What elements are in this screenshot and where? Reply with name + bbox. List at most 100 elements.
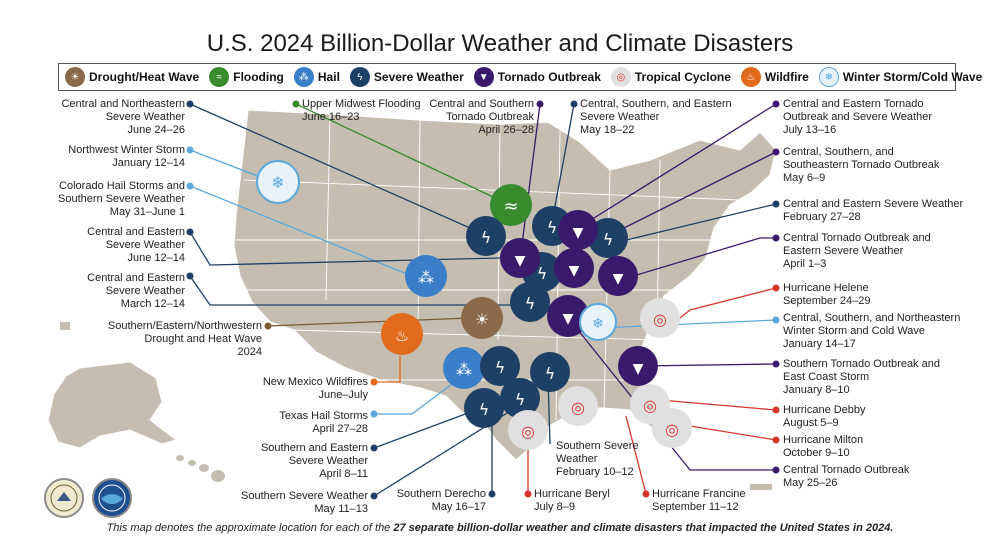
legend-label: Hail [317,70,340,84]
event-label: Southern Severe Weather February 10–12 [556,440,656,479]
event-label: Southern Severe Weather May 11–13 [230,490,368,516]
event-name: Central, Southern, and Southeastern Torn… [783,146,940,171]
legend-label: Flooding [233,70,284,84]
event-name: Hurricane Beryl [534,488,610,500]
tornado-icon: ▼ [618,346,658,386]
legend-item-winter: ❄ Winter Storm/Cold Wave [818,67,982,87]
legend-item-severe: ϟ Severe Weather [349,67,464,87]
event-dates: August 5–9 [783,417,839,429]
event-label: Texas Hail Storms April 27–28 [250,410,368,436]
event-dates: June 12–14 [127,252,186,264]
tornado-icon: ▼ [598,256,638,296]
event-dates: April 8–11 [319,468,368,480]
svg-text:❄: ❄ [592,316,604,332]
event-label: Central and Northeastern Severe Weather … [40,98,185,137]
event-label: Southern and Eastern Severe Weather Apri… [240,442,368,481]
legend: ☀ Drought/Heat Wave ≈ Flooding ⁂ Hail ϟ … [58,63,982,91]
event-label: Colorado Hail Storms and Southern Severe… [20,180,185,219]
svg-text:❄: ❄ [271,173,284,192]
event-name: Central and Eastern Tornado Outbreak and… [783,98,932,123]
tornado-icon: ▼ [547,295,589,337]
event-dates: April 1–3 [783,258,827,270]
event-label: Central and Eastern Tornado Outbreak and… [783,98,963,137]
event-dates: June–July [318,389,368,401]
svg-text:◎: ◎ [521,422,535,441]
event-dates: June 16–23 [302,111,360,123]
hail-icon: ⁂ [405,255,447,297]
svg-text:ϟ: ϟ [603,230,614,249]
event-name: Southern Derecho [396,488,486,500]
event-name: Hurricane Milton [783,434,864,446]
svg-text:◎: ◎ [571,398,585,417]
footer-text: This map denotes the approximate locatio… [106,522,394,534]
cyclone-icon: ◎ [558,386,598,426]
event-label: Hurricane Francine September 11–12 [652,488,756,514]
winter-icon: ❄ [579,303,617,341]
footer-bold-text: 27 separate billion-dollar weather and c… [393,522,894,534]
hail-icon: ⁂ [443,347,485,389]
event-dates: July 13–16 [783,124,837,136]
svg-text:⁂: ⁂ [418,268,434,287]
severe-weather-icon: ϟ [466,216,506,256]
event-icons: ❄ ≈ ⁂ ☀ ♨ ⁂ ϟ ϟ ϟ ϟ ϟ ϟ ϟ ϟ ϟ ▼ ▼ ▼ ▼ ▼ … [256,160,692,450]
event-name: Central and Northeastern Severe Weather [61,98,185,123]
legend-item-drought: ☀ Drought/Heat Wave [65,67,199,87]
svg-text:▼: ▼ [569,263,580,279]
event-label: Hurricane Beryl July 8–9 [534,488,624,514]
legend-item-flooding: ≈ Flooding [209,67,284,87]
event-dates: May 18–22 [580,124,635,136]
event-label: Southern Tornado Outbreak and East Coast… [783,358,963,397]
cyclone-icon: ◎ [652,408,692,448]
legend-label: Severe Weather [373,70,464,84]
hawaii-shape [176,455,225,482]
island-shape [60,322,70,330]
event-dates: April 26–28 [478,124,534,136]
legend-item-hail: ⁂ Hail [293,67,340,87]
event-label: Southern Derecho May 16–17 [388,488,486,514]
event-dates: October 9–10 [783,447,850,459]
svg-text:☀: ☀ [475,310,489,329]
event-dates: September 11–12 [652,501,739,513]
event-dates: February 27–28 [783,211,861,223]
event-label: Hurricane Milton October 9–10 [783,434,963,460]
alaska-shape [47,361,178,449]
legend-label: Wildfire [764,70,809,84]
flood-icon: ≈ [209,67,230,87]
event-dates: January 14–17 [783,338,856,350]
event-name: Central and Southern Tornado Outbreak [429,98,534,123]
legend-label: Drought/Heat Wave [89,70,200,84]
flood-icon: ≈ [490,184,532,226]
event-name: Central Tornado Outbreak [783,464,910,476]
event-name: Upper Midwest Flooding [302,98,421,110]
winter-icon: ❄ [818,67,839,87]
page-title: U.S. 2024 Billion-Dollar Weather and Cli… [206,30,794,57]
severe-weather-icon: ϟ [500,378,540,418]
cyclone-icon: ◎ [610,67,631,87]
event-label: Central Tornado Outbreak and Eastern Sev… [783,232,963,271]
event-label: Upper Midwest Flooding June 16–23 [302,98,432,124]
event-dates: May 11–13 [314,503,368,515]
winter-icon: ❄ [256,160,300,204]
svg-text:▼: ▼ [563,311,574,327]
cyclone-icon: ◎ [640,298,680,338]
svg-text:▼: ▼ [573,225,584,241]
event-label: Central and Southern Tornado Outbreak Ap… [420,98,534,137]
severe-weather-icon: ϟ [530,352,570,392]
event-name: Southern Severe Weather [556,440,639,465]
event-dates: January 8–10 [783,384,850,396]
svg-text:▼: ▼ [613,271,624,287]
event-name: Hurricane Francine [652,488,746,500]
svg-text:♨: ♨ [395,326,409,345]
event-dates: May 16–17 [431,501,486,513]
severe-weather-icon: ϟ [510,282,550,322]
svg-text:⁂: ⁂ [456,360,472,379]
event-dates: September 24–29 [783,295,871,307]
svg-text:ϟ: ϟ [547,218,558,237]
tornado-icon: ▼ [473,67,494,87]
event-dates: February 10–12 [556,466,634,478]
event-name: New Mexico Wildfires [262,376,368,388]
drought-icon: ☀ [461,297,503,339]
svg-text:◎: ◎ [643,396,657,415]
event-name: Southern/Eastern/Northwestern Drought an… [107,320,262,345]
event-name: Colorado Hail Storms and Southern Severe… [58,180,185,205]
